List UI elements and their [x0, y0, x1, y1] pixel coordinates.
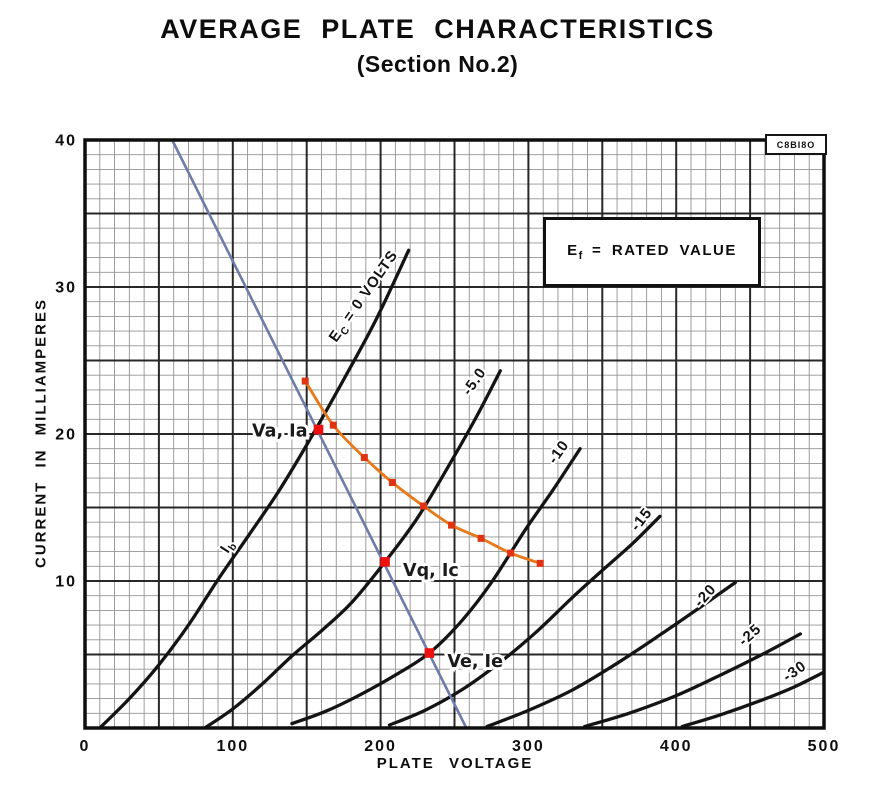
dissipation-marker — [448, 521, 456, 529]
legend-box: Ef = RATED VALUE — [543, 217, 761, 287]
x-tick-label: 300 — [512, 738, 545, 755]
operating-point-label-ve-ie: Ve, Ie — [447, 652, 503, 672]
curve-ec-minus-5 — [203, 369, 502, 728]
chart-title: AVERAGE PLATE CHARACTERISTICS — [160, 14, 715, 44]
operating-point-label-va-ia: Va, Ia — [252, 422, 307, 442]
dissipation-marker — [329, 421, 337, 429]
title-block: AVERAGE PLATE CHARACTERISTICS (Section N… — [0, 14, 875, 78]
curve-ec-minus-25 — [582, 632, 803, 728]
curve-dissipation-curve-markers — [301, 377, 544, 567]
legend-text: Ef = RATED VALUE — [567, 242, 737, 262]
operating-points-layer: Va, Ia Vq, Ic Ve, Ie — [249, 419, 506, 675]
y-tick-label: 10 — [55, 574, 77, 591]
dissipation-marker — [360, 454, 368, 462]
tick-labels-layer: 0 100 200 300 400 500 10 20 30 40 — [55, 133, 841, 756]
x-tick-label: 0 — [80, 738, 91, 755]
curve-ec-0 — [98, 248, 411, 728]
dissipation-marker — [419, 502, 427, 510]
legend-value: = RATED VALUE — [582, 242, 737, 259]
operating-point-vq-ic — [380, 557, 390, 567]
y-axis-title: CURRENT IN MILLIAMPERES — [32, 298, 50, 568]
curve-ec-minus-20 — [485, 580, 737, 728]
x-tick-label: 100 — [216, 738, 249, 755]
x-tick-label: 400 — [660, 738, 693, 755]
curve-ec-minus-15 — [387, 514, 662, 727]
dissipation-marker — [301, 377, 309, 385]
curve-ec-minus-10 — [290, 447, 582, 726]
legend-symbol: E — [567, 242, 579, 259]
chart-subtitle: (Section No.2) — [356, 51, 519, 77]
operating-point-va-ia — [313, 424, 324, 435]
plot-border — [83, 138, 826, 730]
y-tick-label: 30 — [55, 280, 77, 297]
x-tick-label: 200 — [364, 738, 397, 755]
dissipation-marker — [477, 534, 485, 542]
curve-ec-minus-30 — [680, 670, 824, 728]
dissipation-marker — [536, 559, 544, 567]
dissipation-marker — [507, 549, 515, 557]
x-tick-label: 500 — [808, 738, 841, 755]
corner-code: C8BI8O — [765, 134, 827, 155]
operating-point-label-vq-ic: Vq, Ic — [403, 561, 459, 581]
legend-subscript: f — [578, 250, 583, 262]
dissipation-marker — [388, 479, 396, 487]
x-axis-title: PLATE VOLTAGE — [376, 755, 534, 772]
y-tick-label: 40 — [55, 133, 77, 150]
operating-point-ve-ie — [424, 648, 435, 658]
y-tick-label: 20 — [55, 427, 77, 444]
